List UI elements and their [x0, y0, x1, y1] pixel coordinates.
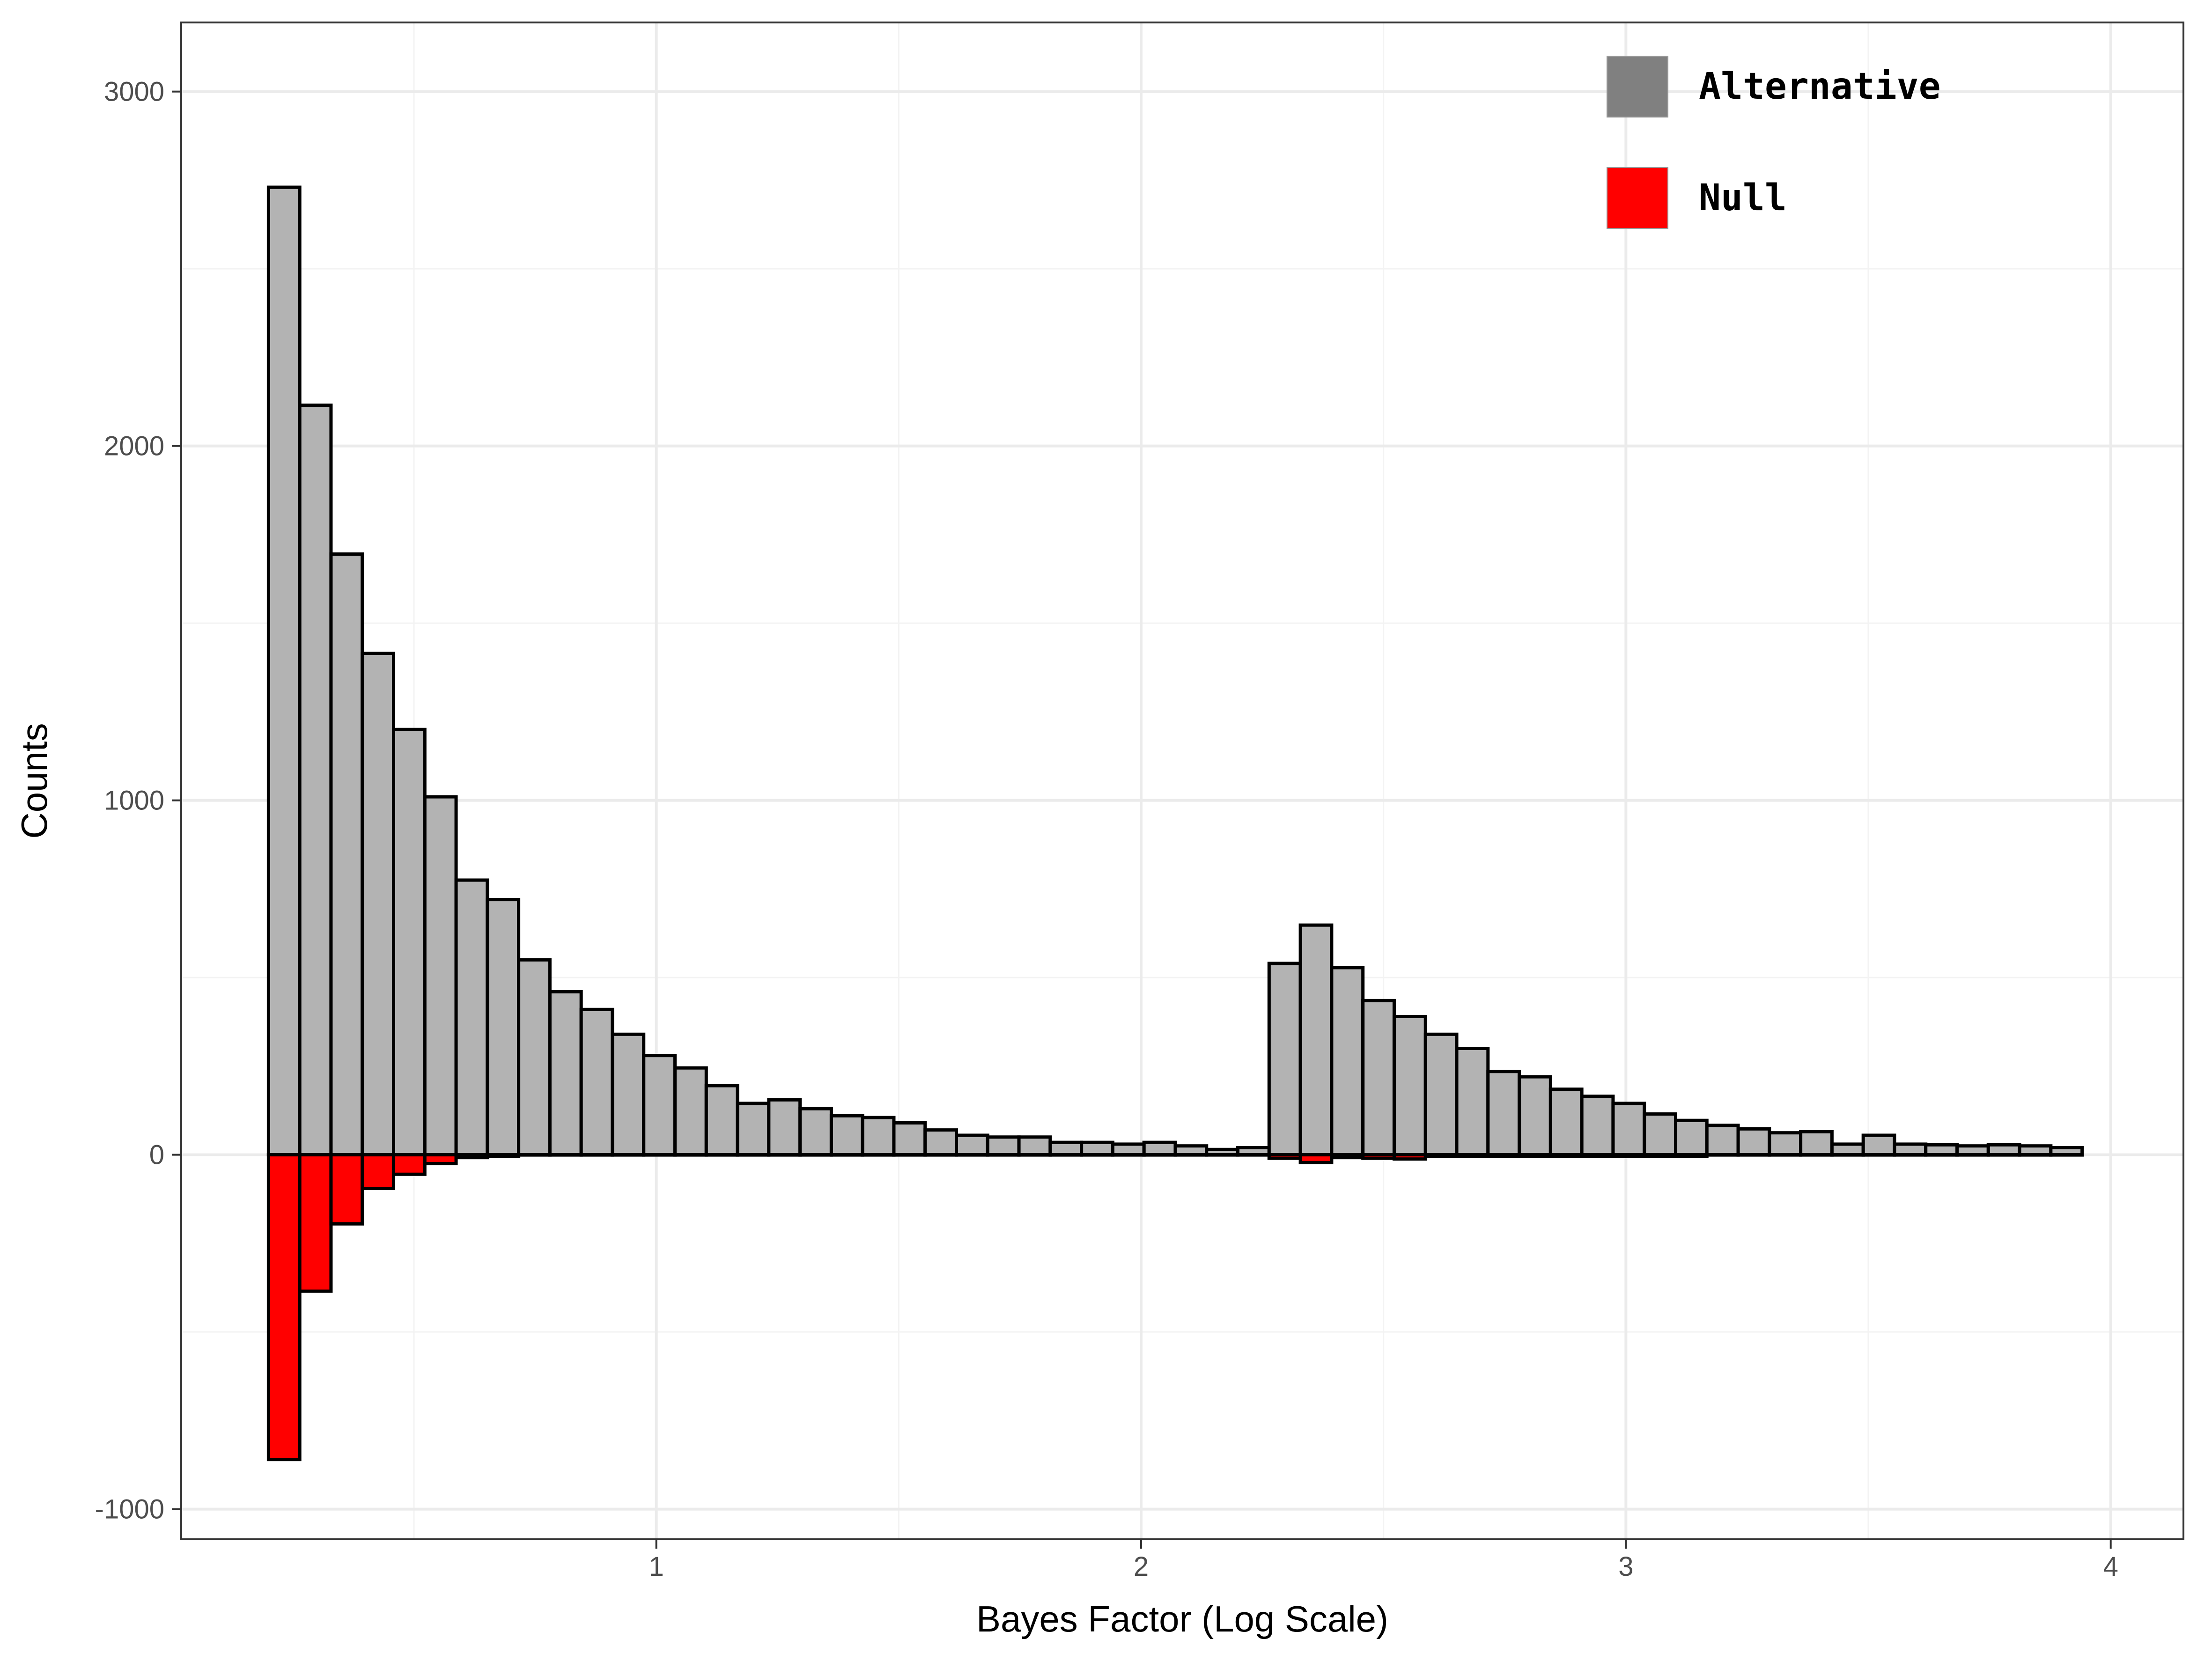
null-bar: [1298, 1153, 1334, 1164]
alternative-bar: [1861, 1133, 1896, 1157]
x-tick-label: 1: [649, 1551, 664, 1582]
legend-item-alternative: Alternative: [1607, 56, 1941, 118]
alternative-bar: [579, 1007, 614, 1157]
bars-layer: [266, 185, 2084, 1462]
x-tick-label: 2: [1134, 1551, 1149, 1582]
alternative-bar: [1548, 1088, 1584, 1157]
null-bar: [454, 1153, 489, 1160]
y-tick-label: 3000: [104, 77, 164, 107]
alternative-bar: [986, 1135, 1021, 1157]
y-axis-title: Counts: [14, 723, 55, 838]
alternative-bar: [673, 1066, 708, 1157]
alternative-bar: [767, 1098, 802, 1157]
legend-item-null: Null: [1607, 167, 1787, 229]
alternative-bar: [1298, 923, 1334, 1157]
null-bar: [423, 1153, 458, 1166]
alternative-bar: [1048, 1140, 1084, 1157]
alternative-bar: [1799, 1130, 1834, 1157]
null-bar: [1643, 1153, 1677, 1158]
y-tick-label: 2000: [104, 431, 164, 462]
null-bar: [486, 1153, 521, 1158]
x-tick-label: 4: [2103, 1551, 2118, 1582]
alternative-bar: [736, 1102, 771, 1157]
alternative-bar: [1705, 1124, 1740, 1157]
alternative-bar: [361, 651, 395, 1157]
null-bar: [1267, 1153, 1302, 1160]
x-axis-title: Bayes Factor (Log Scale): [976, 1598, 1388, 1639]
alternative-bar: [329, 552, 364, 1157]
legend-swatch: [1607, 56, 1668, 118]
y-axis: -1000 0 1000 2000 3000: [95, 77, 181, 1525]
panel-border: [180, 22, 2184, 1540]
alternative-bar: [1768, 1131, 1803, 1157]
x-tick-label: 3: [1618, 1551, 1633, 1582]
alternative-bar: [861, 1116, 896, 1157]
legend: Alternative Null: [1607, 56, 1941, 229]
x-axis: 1 2 3 4: [649, 1539, 2118, 1582]
alternative-bar: [892, 1121, 927, 1157]
null-bar: [391, 1153, 427, 1176]
alternative-bar: [1611, 1102, 1646, 1157]
alternative-bar: [266, 185, 302, 1157]
alternative-bar: [517, 958, 552, 1157]
null-bar: [1330, 1153, 1365, 1160]
null-bar: [1518, 1153, 1552, 1158]
alternative-bar: [704, 1084, 739, 1157]
legend-label: Alternative: [1699, 66, 1941, 108]
null-bar: [1674, 1153, 1709, 1158]
null-bar: [1486, 1153, 1521, 1158]
alternative-bar: [423, 795, 458, 1157]
alternative-bar: [1518, 1075, 1552, 1157]
alternative-bar: [955, 1133, 989, 1157]
null-bar: [1611, 1153, 1646, 1158]
alternative-bar: [1330, 966, 1365, 1157]
alternative-bar: [486, 898, 521, 1157]
alternative-bar: [798, 1107, 833, 1157]
alternative-bar: [829, 1114, 864, 1157]
alternative-bar: [1674, 1118, 1709, 1157]
alternative-bar: [1267, 962, 1302, 1157]
alternative-bar: [391, 728, 427, 1157]
alternative-bar: [1392, 1014, 1427, 1157]
alternative-bar: [1736, 1127, 1771, 1157]
alternative-bar: [454, 878, 489, 1157]
alternative-bar: [548, 990, 583, 1157]
y-tick-label: 0: [149, 1140, 164, 1170]
alternative-bar: [1643, 1112, 1677, 1157]
y-tick-label: 1000: [104, 786, 164, 816]
alternative-bar: [611, 1032, 646, 1157]
alternative-bar: [1361, 999, 1396, 1157]
legend-label: Null: [1699, 177, 1787, 219]
alternative-bar: [1486, 1070, 1521, 1157]
null-bar: [361, 1153, 395, 1191]
alternative-bar: [923, 1128, 959, 1157]
null-bar: [329, 1153, 364, 1226]
null-bar: [1455, 1153, 1490, 1158]
null-bar: [1423, 1153, 1459, 1158]
null-bar: [1548, 1153, 1584, 1158]
null-bar: [1361, 1153, 1396, 1160]
y-tick-label: -1000: [95, 1494, 164, 1525]
alternative-bar: [1455, 1047, 1490, 1157]
alternative-bar: [1142, 1140, 1177, 1157]
alternative-bar: [1080, 1140, 1114, 1157]
null-bar: [266, 1153, 302, 1462]
null-bar: [1580, 1153, 1615, 1158]
legend-swatch: [1607, 167, 1668, 229]
null-bar: [1392, 1153, 1427, 1161]
alternative-bar: [1423, 1032, 1459, 1157]
null-bar: [298, 1153, 333, 1293]
alternative-bar: [642, 1054, 677, 1157]
alternative-bar: [1017, 1135, 1052, 1157]
alternative-bar: [1580, 1095, 1615, 1157]
alternative-bar: [298, 404, 333, 1157]
